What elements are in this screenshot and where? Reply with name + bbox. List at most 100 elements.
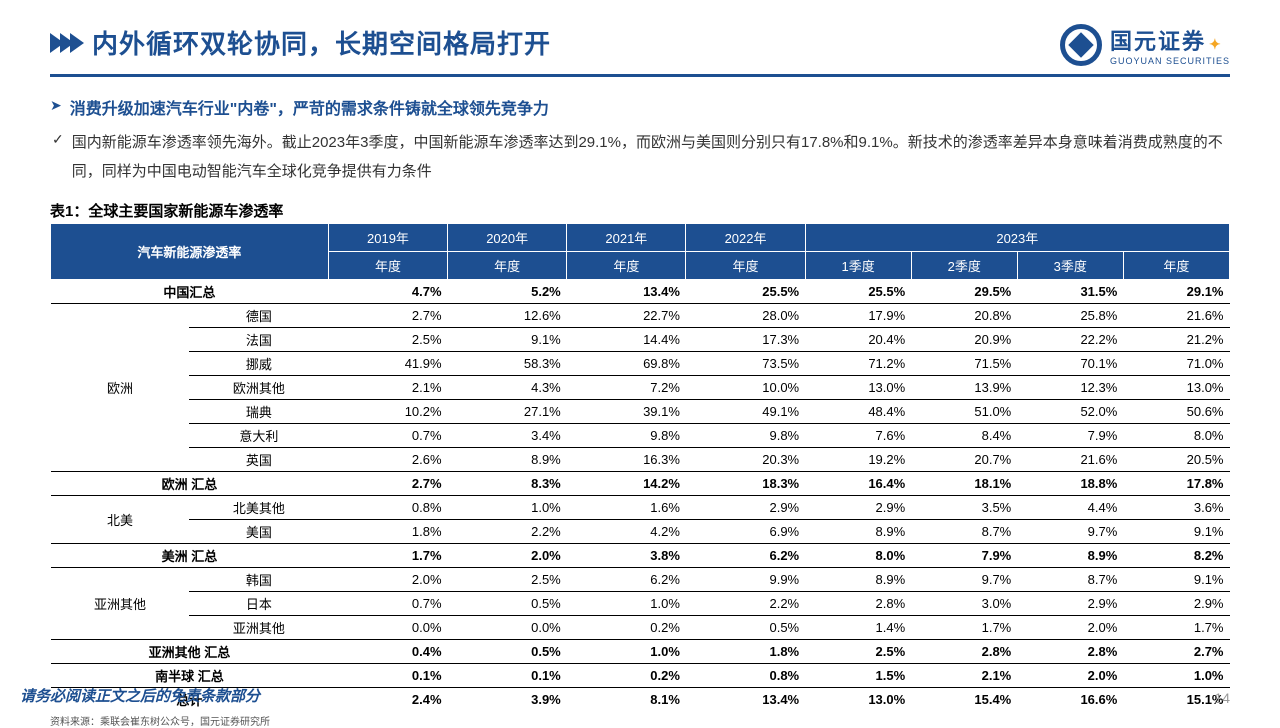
data-cell: 13.0% (805, 376, 911, 400)
bullet-secondary-text: 国内新能源车渗透率领先海外。截止2023年3季度，中国新能源车渗透率达到29.1… (72, 129, 1230, 186)
data-cell: 52.0% (1017, 400, 1123, 424)
data-cell: 13.0% (1123, 376, 1229, 400)
data-cell: 6.2% (686, 544, 805, 568)
region-cell: 欧洲 (51, 304, 190, 472)
data-cell: 0.0% (448, 616, 567, 640)
data-cell: 8.7% (911, 520, 1017, 544)
sub-col: 2季度 (911, 252, 1017, 280)
data-cell: 2.1% (328, 376, 447, 400)
data-cell: 31.5% (1017, 280, 1123, 304)
data-cell: 9.9% (686, 568, 805, 592)
data-cell: 2.9% (1123, 592, 1229, 616)
data-cell: 1.7% (1123, 616, 1229, 640)
table-row: 意大利0.7%3.4%9.8%9.8%7.6%8.4%7.9%8.0% (51, 424, 1230, 448)
data-cell: 2.9% (1017, 592, 1123, 616)
bullet-primary: ➤ 消费升级加速汽车行业"内卷"，严苛的需求条件铸就全球领先竞争力 (50, 95, 1230, 119)
sub-col: 年度 (567, 252, 686, 280)
data-cell: 3.4% (448, 424, 567, 448)
data-cell: 2.9% (805, 496, 911, 520)
data-cell: 5.2% (448, 280, 567, 304)
sub-col: 年度 (1123, 252, 1229, 280)
data-cell: 58.3% (448, 352, 567, 376)
data-cell: 25.5% (686, 280, 805, 304)
data-cell: 17.8% (1123, 472, 1229, 496)
data-cell: 69.8% (567, 352, 686, 376)
country-cell: 意大利 (189, 424, 328, 448)
table-row: 欧洲 汇总2.7%8.3%14.2%18.3%16.4%18.1%18.8%17… (51, 472, 1230, 496)
table-row: 美国1.8%2.2%4.2%6.9%8.9%8.7%9.7%9.1% (51, 520, 1230, 544)
country-cell: 北美其他 (189, 496, 328, 520)
table-source: 资料来源：乘联会崔东树公众号，国元证券研究所 (50, 713, 1230, 728)
data-cell: 9.7% (911, 568, 1017, 592)
data-cell: 20.7% (911, 448, 1017, 472)
data-cell: 0.7% (328, 424, 447, 448)
data-cell: 29.5% (911, 280, 1017, 304)
data-cell: 2.8% (1017, 640, 1123, 664)
data-cell: 0.1% (448, 664, 567, 688)
col-2022: 2022年 (686, 224, 805, 252)
data-cell: 16.3% (567, 448, 686, 472)
penetration-table: 汽车新能源渗透率 2019年 2020年 2021年 2022年 2023年 年… (50, 223, 1230, 711)
country-cell: 欧洲其他 (189, 376, 328, 400)
star-icon: ✦ (1209, 36, 1223, 52)
table-row: 亚洲其他0.0%0.0%0.2%0.5%1.4%1.7%2.0%1.7% (51, 616, 1230, 640)
data-cell: 49.1% (686, 400, 805, 424)
table-row: 南半球 汇总0.1%0.1%0.2%0.8%1.5%2.1%2.0%1.0% (51, 664, 1230, 688)
data-cell: 0.8% (686, 664, 805, 688)
data-cell: 71.5% (911, 352, 1017, 376)
country-cell: 瑞典 (189, 400, 328, 424)
table-row: 日本0.7%0.5%1.0%2.2%2.8%3.0%2.9%2.9% (51, 592, 1230, 616)
col-2023: 2023年 (805, 224, 1229, 252)
data-cell: 20.4% (805, 328, 911, 352)
slide-content: ➤ 消费升级加速汽车行业"内卷"，严苛的需求条件铸就全球领先竞争力 ✓ 国内新能… (0, 77, 1280, 728)
data-cell: 8.9% (805, 568, 911, 592)
data-cell: 6.9% (686, 520, 805, 544)
data-cell: 1.7% (911, 616, 1017, 640)
data-cell: 2.6% (328, 448, 447, 472)
data-cell: 2.5% (328, 328, 447, 352)
data-cell: 1.0% (567, 640, 686, 664)
data-cell: 2.8% (911, 640, 1017, 664)
data-cell: 4.2% (567, 520, 686, 544)
data-cell: 1.7% (328, 544, 447, 568)
region-cell: 亚洲其他 (51, 568, 190, 640)
table-row: 欧洲其他2.1%4.3%7.2%10.0%13.0%13.9%12.3%13.0… (51, 376, 1230, 400)
data-cell: 28.0% (686, 304, 805, 328)
data-cell: 2.7% (328, 472, 447, 496)
data-cell: 20.5% (1123, 448, 1229, 472)
data-cell: 70.1% (1017, 352, 1123, 376)
data-cell: 1.4% (805, 616, 911, 640)
sub-col: 3季度 (1017, 252, 1123, 280)
data-cell: 8.7% (1017, 568, 1123, 592)
data-cell: 6.2% (567, 568, 686, 592)
data-cell: 14.2% (567, 472, 686, 496)
row-label: 亚洲其他 汇总 (51, 640, 329, 664)
logo-icon (1060, 24, 1102, 66)
data-cell: 17.3% (686, 328, 805, 352)
data-cell: 7.9% (911, 544, 1017, 568)
data-cell: 0.2% (567, 616, 686, 640)
table-row: 挪威41.9%58.3%69.8%73.5%71.2%71.5%70.1%71.… (51, 352, 1230, 376)
row-label: 欧洲 汇总 (51, 472, 329, 496)
country-cell: 亚洲其他 (189, 616, 328, 640)
data-cell: 27.1% (448, 400, 567, 424)
table-head: 汽车新能源渗透率 2019年 2020年 2021年 2022年 2023年 年… (51, 224, 1230, 280)
data-cell: 0.4% (328, 640, 447, 664)
data-cell: 8.0% (805, 544, 911, 568)
data-cell: 0.1% (328, 664, 447, 688)
data-cell: 15.4% (911, 688, 1017, 712)
data-cell: 21.6% (1017, 448, 1123, 472)
data-cell: 41.9% (328, 352, 447, 376)
data-cell: 73.5% (686, 352, 805, 376)
check-icon: ✓ (52, 131, 64, 148)
data-cell: 4.7% (328, 280, 447, 304)
data-cell: 71.0% (1123, 352, 1229, 376)
country-cell: 美国 (189, 520, 328, 544)
table-row: 亚洲其他 汇总0.4%0.5%1.0%1.8%2.5%2.8%2.8%2.7% (51, 640, 1230, 664)
data-cell: 18.3% (686, 472, 805, 496)
data-cell: 4.3% (448, 376, 567, 400)
data-cell: 7.6% (805, 424, 911, 448)
data-cell: 7.9% (1017, 424, 1123, 448)
data-cell: 3.0% (911, 592, 1017, 616)
data-cell: 8.2% (1123, 544, 1229, 568)
